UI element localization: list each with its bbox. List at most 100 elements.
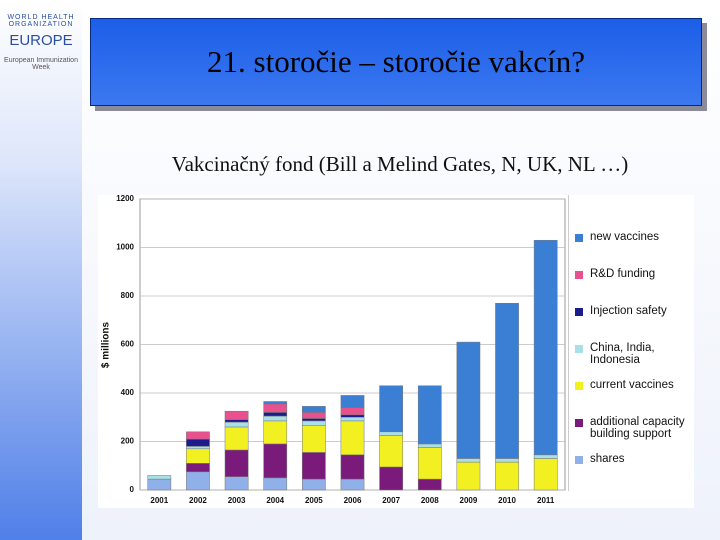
chart-box: $ millions 0 200 400 600 800 1000 1200 2001 2002… bbox=[98, 195, 694, 508]
bar-segment bbox=[302, 412, 326, 419]
bar-segment bbox=[417, 385, 442, 445]
legend-label: additional capacity building support bbox=[590, 416, 685, 440]
bar-segment bbox=[186, 448, 210, 464]
slide-title: 21. storočie – storočie vakcín? bbox=[207, 44, 585, 79]
bar-segment bbox=[456, 341, 481, 459]
legend-label: R&D funding bbox=[590, 268, 656, 280]
bar-segment bbox=[456, 461, 481, 491]
bar-segment bbox=[340, 407, 365, 416]
bar-segment bbox=[495, 458, 519, 463]
bar-segment bbox=[533, 454, 558, 459]
x-tick-label: 2002 bbox=[189, 496, 207, 505]
bar-segment bbox=[340, 454, 365, 480]
side-strip bbox=[0, 0, 82, 540]
legend-label: Injection safety bbox=[590, 305, 667, 317]
legend-swatch bbox=[575, 456, 583, 464]
bar-segment bbox=[302, 406, 326, 413]
bar-segment bbox=[224, 421, 249, 428]
bar-segment bbox=[417, 447, 442, 480]
x-tick-label: 2007 bbox=[382, 496, 400, 505]
legend-label: shares bbox=[590, 453, 625, 465]
bar-segment bbox=[224, 449, 249, 477]
legend-swatch bbox=[575, 308, 583, 316]
legend-swatch bbox=[575, 271, 583, 279]
bar-segment bbox=[417, 478, 442, 491]
x-tick-label: 2001 bbox=[150, 496, 168, 505]
legend: shares additional capacity building suppo… bbox=[568, 195, 693, 491]
x-tick-label: 2005 bbox=[305, 496, 323, 505]
bar-segment bbox=[379, 435, 403, 468]
bar-segment bbox=[224, 419, 249, 423]
legend-entry: China, India, Indonesia bbox=[575, 342, 693, 366]
chart: $ millions 0 200 400 600 800 1000 1200 2001 2002… bbox=[101, 195, 566, 505]
legend-entry: new vaccines bbox=[575, 231, 693, 243]
legend-entry: Injection safety bbox=[575, 305, 693, 317]
bar-segment bbox=[186, 438, 210, 447]
bar-segment bbox=[302, 425, 326, 453]
bar-segment bbox=[263, 443, 288, 479]
y-tick-label: 1000 bbox=[116, 243, 134, 252]
y-tick-label: 1200 bbox=[116, 195, 134, 203]
bar-segment bbox=[302, 452, 326, 480]
bar-segment bbox=[263, 401, 288, 405]
bar-segment bbox=[379, 466, 403, 491]
y-axis-label: $ millions bbox=[101, 322, 112, 369]
bar-segment bbox=[495, 461, 519, 491]
legend-label: current vaccines bbox=[590, 379, 674, 391]
bar-segment bbox=[263, 415, 288, 422]
bar-segment bbox=[340, 414, 365, 418]
bar-segment bbox=[302, 478, 326, 491]
x-tick-label: 2011 bbox=[537, 496, 555, 505]
y-tick-label: 800 bbox=[121, 291, 135, 300]
legend-label: new vaccines bbox=[590, 231, 660, 243]
bar-segment bbox=[379, 385, 403, 433]
bar-segment bbox=[224, 410, 249, 420]
legend-swatch bbox=[575, 382, 583, 390]
bar-segment bbox=[263, 420, 288, 445]
x-tick-label: 2006 bbox=[344, 496, 362, 505]
bar-segment bbox=[495, 303, 519, 459]
bar-segment bbox=[456, 458, 481, 463]
bar-segment bbox=[224, 426, 249, 451]
x-tick-label: 2003 bbox=[228, 496, 246, 505]
bar-segment bbox=[340, 395, 365, 408]
x-tick-label: 2009 bbox=[460, 496, 478, 505]
y-tick-label: 200 bbox=[121, 437, 135, 446]
bar-segment bbox=[533, 458, 558, 491]
bar-segment bbox=[533, 239, 558, 456]
bar-segment bbox=[302, 420, 326, 426]
x-tick-label: 2004 bbox=[266, 496, 284, 505]
subtitle: Vakcinačný fond (Bill a Melind Gates, N,… bbox=[171, 152, 629, 176]
legend-swatch bbox=[575, 234, 583, 242]
bar-segment bbox=[186, 463, 210, 473]
bar-segment bbox=[263, 477, 288, 491]
y-tick-label: 0 bbox=[130, 485, 135, 494]
x-tick-label: 2010 bbox=[498, 496, 516, 505]
y-tick-label: 600 bbox=[121, 340, 135, 349]
legend-entry: additional capacity building support bbox=[575, 416, 693, 440]
legend-swatch bbox=[575, 419, 583, 427]
bar-segment bbox=[263, 403, 288, 413]
bar-segment bbox=[417, 443, 442, 448]
title-box: 21. storočie – storočie vakcín? bbox=[90, 18, 702, 106]
x-tick-label: 2008 bbox=[421, 496, 439, 505]
bar-segment bbox=[340, 417, 365, 422]
logo: WORLD HEALTH ORGANIZATION EUROPE Europea… bbox=[4, 14, 78, 71]
logo-region: EUROPE bbox=[9, 32, 73, 49]
bar-segment bbox=[186, 446, 210, 450]
y-tick-label: 400 bbox=[121, 388, 135, 397]
logo-week: European Immunization Week bbox=[4, 57, 78, 71]
bar-segment bbox=[186, 431, 210, 440]
bar-segment bbox=[186, 471, 210, 491]
legend-swatch bbox=[575, 345, 583, 353]
bar-segment bbox=[302, 418, 326, 422]
bar-segment bbox=[340, 420, 365, 456]
bar-segment bbox=[147, 478, 172, 491]
bar-segment bbox=[379, 431, 403, 436]
legend-entry: R&D funding bbox=[575, 268, 693, 280]
legend-entry: shares bbox=[575, 453, 693, 465]
bar-segment bbox=[147, 475, 172, 480]
logo-org: WORLD HEALTH ORGANIZATION bbox=[7, 14, 75, 28]
legend-entry: current vaccines bbox=[575, 379, 693, 391]
